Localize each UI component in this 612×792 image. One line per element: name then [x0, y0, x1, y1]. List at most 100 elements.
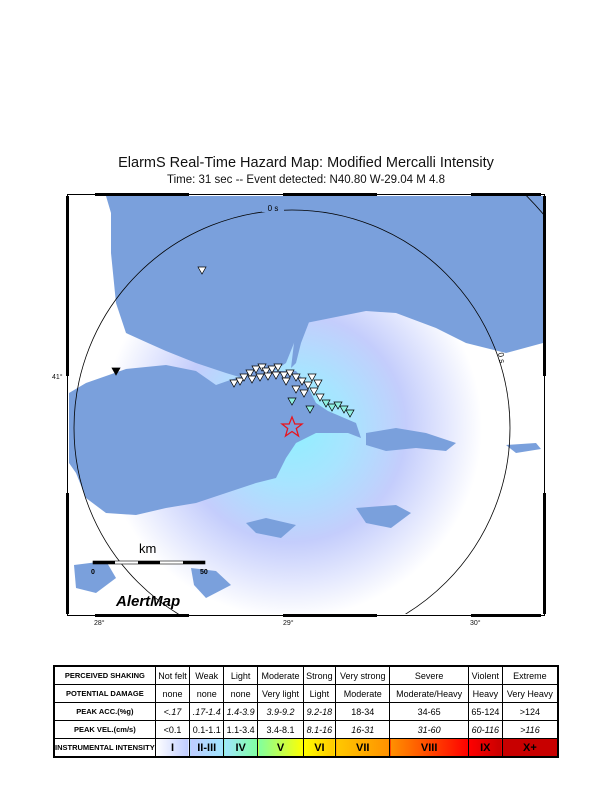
legend-cell: Very Heavy: [501, 684, 559, 703]
legend-cell: Light: [223, 665, 259, 685]
legend-cell: 9.2-18: [302, 702, 337, 721]
legend-row-header: POTENTIAL DAMAGE: [53, 684, 156, 703]
legend-cell: X+: [501, 738, 559, 758]
station-triangle-icon: [315, 393, 325, 402]
legend-cell: 65-124: [467, 702, 503, 721]
legend-cell: IV: [223, 738, 259, 758]
legend-cell: Moderate: [257, 665, 304, 685]
station-triangle-icon: [263, 372, 273, 381]
legend-cell: <.17: [154, 702, 191, 721]
legend-cell: Very light: [257, 684, 304, 703]
scale-label: km: [139, 541, 156, 556]
legend-cell: Strong: [302, 665, 337, 685]
station-triangle-icon: [309, 387, 319, 396]
legend-row: INSTRUMENTAL INTENSITY I II-III IV V VI VII VII…: [53, 738, 559, 758]
stations: [111, 266, 355, 418]
station-triangle-icon: [261, 367, 271, 376]
station-triangle-icon: [247, 375, 257, 384]
legend-cell: Extreme: [501, 665, 559, 685]
legend-row: PEAK VEL.(cm/s) <0.1 0.1-1.1 1.1-3.4 3.4-8.1…: [53, 720, 559, 739]
station-triangle-icon: [339, 405, 349, 414]
legend-cell: 0.1-1.1: [189, 720, 225, 739]
station-triangle-icon: [111, 367, 121, 376]
station-triangle-icon: [279, 371, 289, 380]
contour-label-right: 0 s: [496, 352, 507, 364]
legend-cell: V: [257, 738, 304, 758]
station-triangle-icon: [255, 373, 265, 382]
station-triangle-icon: [321, 399, 331, 408]
scale-bar: [92, 560, 206, 565]
station-triangle-icon: [257, 363, 267, 372]
legend-cell: Violent: [467, 665, 503, 685]
station-triangle-icon: [251, 365, 261, 374]
station-triangle-icon: [303, 381, 313, 390]
station-triangle-icon: [307, 373, 317, 382]
scale-tick-0: 0: [91, 569, 95, 576]
legend-row-header: PEAK ACC.(%g): [53, 702, 156, 721]
travel-time-contour: [73, 209, 511, 614]
legend-cell: 34-65: [389, 702, 469, 721]
lat-tick-41: 41°: [52, 374, 63, 381]
station-triangle-icon: [299, 389, 309, 398]
legend-cell: Moderate/Heavy: [389, 684, 469, 703]
station-triangle-icon: [235, 377, 245, 386]
lon-tick-30: 30°: [470, 620, 481, 627]
legend-cell: Not felt: [154, 665, 191, 685]
station-triangle-icon: [287, 397, 297, 406]
legend-cell: <0.1: [154, 720, 191, 739]
legend-cell: 16-31: [335, 720, 391, 739]
legend-cell: none: [154, 684, 191, 703]
legend-cell: Light: [302, 684, 337, 703]
intensity-map: 0 s 0 s km 0 50 AlertMap: [66, 193, 546, 617]
legend-row: PERCEIVED SHAKING Not felt Weak Light Modera…: [53, 665, 559, 685]
legend-cell: none: [223, 684, 259, 703]
legend-row: POTENTIAL DAMAGE none none none Very light Li…: [53, 684, 559, 703]
legend-cell: VII: [335, 738, 391, 758]
station-triangle-icon: [273, 363, 283, 372]
station-triangle-icon: [327, 403, 337, 412]
legend-cell: Weak: [189, 665, 225, 685]
station-triangle-icon: [267, 365, 277, 374]
legend-cell: .17-1.4: [189, 702, 225, 721]
legend-cell: VI: [302, 738, 337, 758]
legend-cell: Very strong: [335, 665, 391, 685]
legend-row-header: PERCEIVED SHAKING: [53, 665, 156, 685]
station-triangle-icon: [245, 369, 255, 378]
sea: [69, 196, 543, 598]
legend-row: PEAK ACC.(%g) <.17.17-1.4 1.4-3.9 3.9-9.2 9.…: [53, 702, 559, 721]
legend-cell: Heavy: [467, 684, 503, 703]
station-triangle-icon: [285, 369, 295, 378]
legend-cell: VIII: [389, 738, 469, 758]
legend-cell: Severe: [389, 665, 469, 685]
legend-cell: >124: [501, 702, 559, 721]
intensity-legend: PERCEIVED SHAKING Not felt Weak Light Modera…: [53, 665, 559, 758]
legend-cell: 8.1-16: [302, 720, 337, 739]
scale-tick-50: 50: [200, 569, 208, 576]
map-title: ElarmS Real-Time Hazard Map: Modified Me…: [118, 155, 494, 171]
legend-cell: none: [189, 684, 225, 703]
station-triangle-icon: [297, 377, 307, 386]
legend-cell: 31-60: [389, 720, 469, 739]
station-triangle-icon: [229, 379, 239, 388]
legend-cell: 1.1-3.4: [223, 720, 259, 739]
legend-cell: 60-116: [467, 720, 503, 739]
contour-label-top: 0 s: [268, 204, 279, 213]
station-triangle-icon: [345, 409, 355, 418]
station-triangle-icon: [291, 385, 301, 394]
alertmap-logo: AlertMap: [115, 593, 180, 610]
legend-row-header: PEAK VEL.(cm/s): [53, 720, 156, 739]
map-subtitle: Time: 31 sec -- Event detected: N40.80 W…: [166, 174, 446, 186]
legend-cell: 3.4-8.1: [257, 720, 304, 739]
station-triangle-icon: [291, 373, 301, 382]
station-triangle-icon: [313, 379, 323, 388]
legend-cell: II-III: [189, 738, 225, 758]
station-triangle-icon: [281, 377, 291, 386]
legend-cell: I: [154, 738, 191, 758]
legend-cell: 3.9-9.2: [257, 702, 304, 721]
station-triangle-icon: [197, 266, 207, 275]
lon-tick-29: 29°: [283, 620, 294, 627]
station-triangle-icon: [239, 373, 249, 382]
legend-cell: 1.4-3.9: [223, 702, 259, 721]
station-triangle-icon: [333, 401, 343, 410]
map-frame: [66, 193, 546, 617]
